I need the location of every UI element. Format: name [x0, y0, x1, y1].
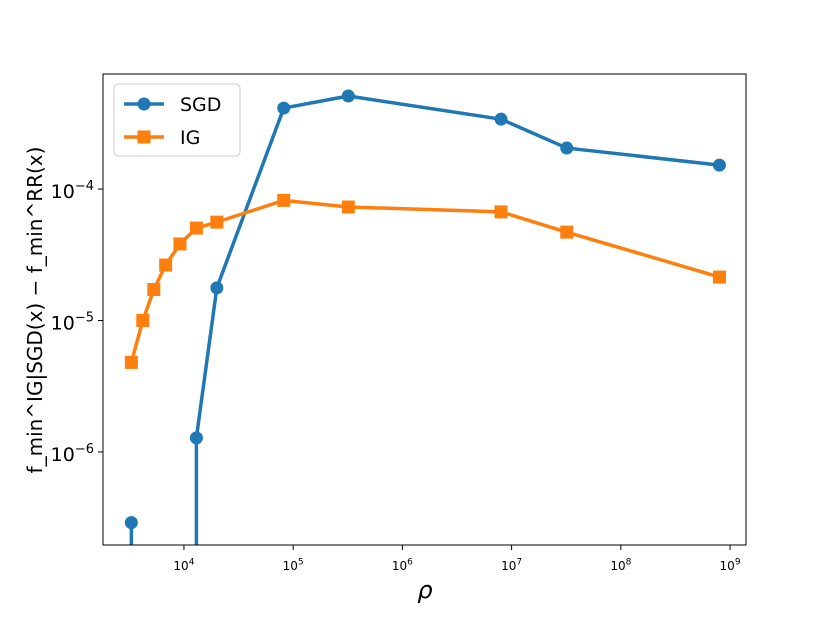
- marker: [136, 313, 150, 327]
- legend-marker: [137, 97, 151, 111]
- series-line: [194, 94, 720, 439]
- marker: [147, 283, 161, 297]
- series: [124, 89, 726, 545]
- marker: [124, 355, 138, 369]
- marker: [173, 237, 187, 251]
- x-tick-label: 106: [392, 558, 413, 573]
- series: [124, 193, 726, 369]
- x-tick-label: 107: [501, 558, 522, 573]
- marker: [277, 101, 291, 115]
- y-tick-label: 10−5: [51, 311, 94, 335]
- x-tick-label: 109: [720, 558, 741, 573]
- legend-label: IG: [180, 127, 200, 149]
- marker: [210, 281, 224, 295]
- marker: [277, 193, 291, 207]
- plot-frame: [102, 73, 747, 546]
- marker: [712, 158, 726, 172]
- marker: [124, 516, 138, 530]
- legend-label: SGD: [180, 94, 221, 116]
- x-tick-label: 105: [283, 558, 304, 573]
- y-tick-label: 10−4: [51, 179, 94, 203]
- marker: [341, 89, 355, 103]
- x-axis-label: ρ: [417, 576, 432, 604]
- marker: [494, 112, 508, 126]
- legend-marker: [137, 130, 151, 144]
- marker: [189, 221, 203, 235]
- x-tick-label: 104: [173, 558, 194, 573]
- marker: [560, 141, 574, 155]
- marker: [712, 270, 726, 284]
- marker: [210, 215, 224, 229]
- y-axis-label: f_min^IG|SGD(x) − f_min^RR(x): [23, 147, 47, 474]
- y-tick-label: 10−6: [51, 442, 94, 466]
- x-tick-label: 108: [610, 558, 631, 573]
- marker: [341, 200, 355, 214]
- marker: [159, 258, 173, 272]
- marker: [494, 205, 508, 219]
- marker: [560, 225, 574, 239]
- marker: [189, 431, 203, 445]
